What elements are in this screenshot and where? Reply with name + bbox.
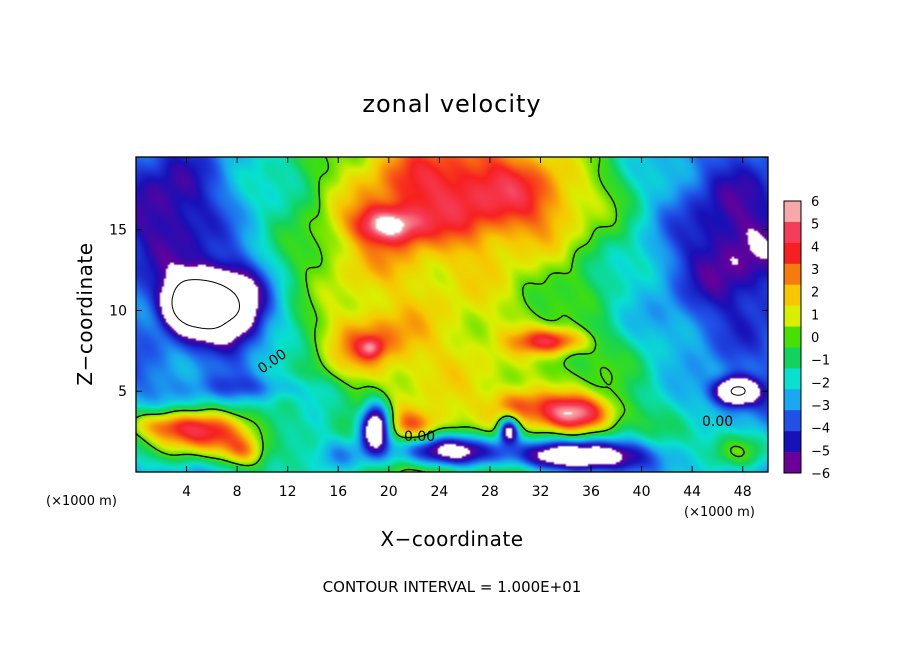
y-axis-ticks: 5 10 15 [109,223,768,400]
contour-zero [136,157,745,472]
colorbar-band [784,242,801,265]
x-unit-label-left: (×1000 m) [46,494,117,509]
colorbar-band [784,389,801,411]
y-tick-label: 15 [109,223,127,239]
colorbar-band [784,410,801,432]
y-axis-label: Z−coordinate [73,242,97,385]
colorbar-label: −4 [811,422,830,437]
colorbar-band [784,201,801,223]
x-tick-label: 36 [582,484,600,500]
y-tick-label: 10 [109,303,127,319]
colorbar-band [784,221,801,244]
colorbar-label: −6 [811,467,830,482]
contour-label: 0.00 [702,414,733,430]
colorbar-band [784,452,801,474]
colorbar-label: 0 [811,331,819,346]
x-tick-label: 44 [683,484,701,500]
colorbar-band [784,431,801,453]
x-axis-ticks: 4 8 12 16 20 24 28 32 36 40 44 48 [182,157,752,500]
colorbar-label: 1 [811,308,819,323]
colorbar-band [784,326,801,348]
colorbar-label: −3 [811,399,830,414]
x-tick-label: 40 [633,484,651,500]
contour-label: 0.00 [404,429,435,445]
heatmap-image [136,157,768,472]
contour-negative [171,279,746,396]
x-tick-label: 48 [734,484,752,500]
colorbar-label: 6 [811,195,819,210]
x-tick-label: 28 [481,484,499,500]
colorbar-label: 5 [811,218,819,233]
colorbar-label: −5 [811,444,830,459]
x-tick-label: 12 [279,484,297,500]
plot-frame [135,156,769,473]
colorbar-label: 2 [811,286,819,301]
colorbar: 6 5 4 3 2 1 0 −1 −2 −3 −4 −5 −6 [783,195,830,482]
x-tick-label: 16 [329,484,347,500]
colorbar-label: −1 [811,354,830,369]
x-tick-label: 32 [532,484,550,500]
x-tick-label: 20 [380,484,398,500]
colorbar-band [784,347,801,369]
colorbar-band [784,305,801,327]
x-tick-label: 8 [233,484,242,500]
colorbar-band [784,263,801,285]
x-axis-label: X−coordinate [380,527,523,551]
colorbar-label: 4 [811,240,819,255]
colorbar-band [784,284,801,306]
chart-title: zonal velocity [362,90,541,118]
plot-area [136,157,768,472]
colorbar-band [784,368,801,390]
x-tick-label: 24 [430,484,448,500]
y-tick-label: 5 [118,384,127,400]
contour-lines [136,157,746,472]
colorbar-label: −2 [811,376,830,391]
x-tick-label: 4 [182,484,191,500]
contour-interval-note: CONTOUR INTERVAL = 1.000E+01 [323,578,582,596]
colorbar-label: 3 [811,263,819,278]
colorbar-frame [783,200,802,474]
x-unit-label-right: (×1000 m) [684,505,755,520]
